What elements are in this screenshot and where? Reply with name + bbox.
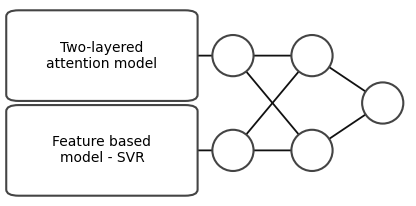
Text: Feature based
model - SVR: Feature based model - SVR [52, 135, 151, 165]
Ellipse shape [291, 35, 333, 76]
FancyBboxPatch shape [6, 10, 198, 101]
Text: Two-layered
attention model: Two-layered attention model [46, 41, 158, 71]
Ellipse shape [291, 130, 333, 171]
Ellipse shape [362, 82, 404, 124]
Ellipse shape [212, 35, 254, 76]
FancyBboxPatch shape [6, 105, 198, 196]
Ellipse shape [212, 130, 254, 171]
